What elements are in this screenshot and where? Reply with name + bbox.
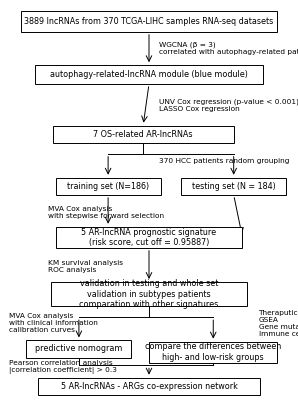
Text: WGCNA (β = 3)
correlated with autophagy-related pathway: WGCNA (β = 3) correlated with autophagy-… (159, 41, 298, 55)
FancyBboxPatch shape (51, 282, 247, 306)
Text: 5 AR-lncRNA prognostic signature
(risk score, cut off = 0.95887): 5 AR-lncRNA prognostic signature (risk s… (81, 228, 217, 247)
Text: compare the differences between
high- and low-risk groups: compare the differences between high- an… (145, 342, 281, 362)
FancyBboxPatch shape (26, 340, 131, 358)
Text: KM survival analysis
ROC analysis: KM survival analysis ROC analysis (48, 260, 123, 273)
Text: training set (N=186): training set (N=186) (67, 182, 149, 191)
FancyBboxPatch shape (35, 65, 263, 84)
Text: UNV Cox regression (p-value < 0.001)
LASSO Cox regression: UNV Cox regression (p-value < 0.001) LAS… (159, 98, 298, 112)
Text: MVA Cox analysis
with clinical information
calibration curves: MVA Cox analysis with clinical informati… (9, 314, 98, 334)
Text: 7 OS-related AR-lncRNAs: 7 OS-related AR-lncRNAs (93, 130, 193, 139)
Text: 370 HCC patients random grouping: 370 HCC patients random grouping (159, 158, 290, 164)
Text: 5 AR-lncRNAs - ARGs co-expression network: 5 AR-lncRNAs - ARGs co-expression networ… (60, 382, 238, 391)
FancyBboxPatch shape (55, 178, 161, 195)
FancyBboxPatch shape (38, 378, 260, 395)
FancyBboxPatch shape (181, 178, 286, 195)
Text: Theraputic outcomes
GSEA
Gene mutation analysis
Immune cell infiltration: Theraputic outcomes GSEA Gene mutation a… (258, 310, 298, 337)
Text: predictive nomogram: predictive nomogram (35, 344, 122, 354)
Text: testing set (N = 184): testing set (N = 184) (192, 182, 276, 191)
FancyBboxPatch shape (55, 227, 243, 248)
Text: Pearson correlation analysis
|correlation coefficient| > 0.3: Pearson correlation analysis |correlatio… (9, 360, 117, 374)
FancyBboxPatch shape (21, 12, 277, 32)
FancyBboxPatch shape (53, 126, 234, 143)
Text: 3889 lncRNAs from 370 TCGA-LIHC samples RNA-seq datasets: 3889 lncRNAs from 370 TCGA-LIHC samples … (24, 17, 274, 26)
Text: MVA Cox analysis
with stepwise forward selection: MVA Cox analysis with stepwise forward s… (48, 206, 164, 219)
Text: validation in testing and whole set
validation in subtypes patients
comparation : validation in testing and whole set vali… (79, 279, 219, 309)
Text: autophagy-related-lncRNA module (blue module): autophagy-related-lncRNA module (blue mo… (50, 70, 248, 79)
FancyBboxPatch shape (149, 342, 277, 363)
